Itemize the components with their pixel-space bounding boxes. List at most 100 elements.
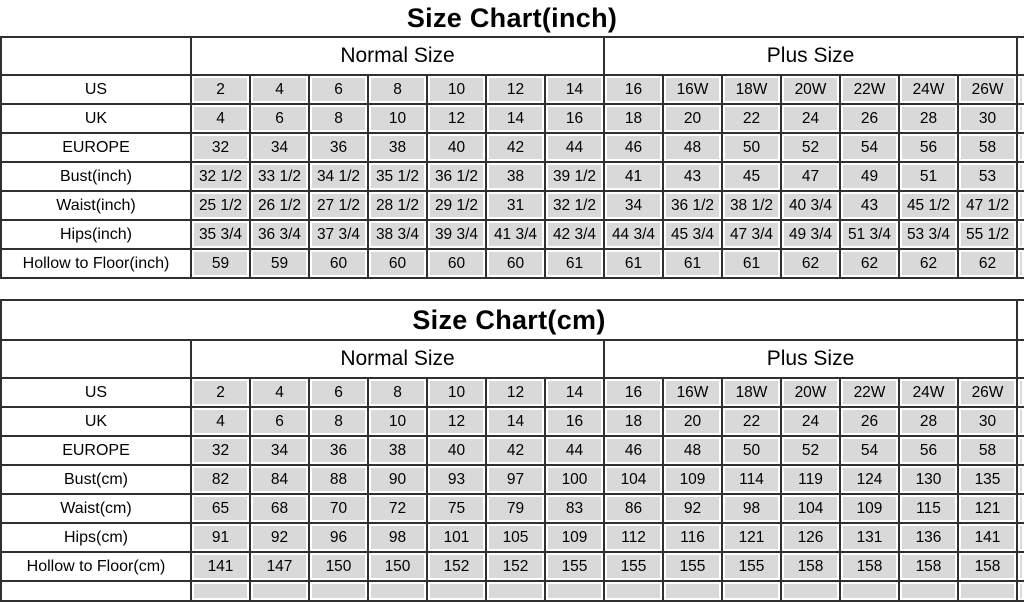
size-value-cell: 26W xyxy=(956,377,1019,408)
size-value-cell: 16 xyxy=(603,377,664,408)
size-value-cell: 47 1/2 xyxy=(956,190,1019,221)
size-value-cell: 8 xyxy=(367,377,428,408)
size-value-cell: 40 xyxy=(426,435,487,466)
group-header-row: Normal Size Plus Size xyxy=(0,339,1024,379)
size-value-cell: 60 xyxy=(367,248,428,279)
size-value-cell: 62 xyxy=(898,248,959,279)
size-value-cell xyxy=(839,580,900,602)
row-label-cell: Bust(cm) xyxy=(0,464,192,495)
size-value-cell: 4 xyxy=(249,74,310,105)
size-value-cell: 83 xyxy=(544,493,605,524)
size-value-cell: 28 xyxy=(898,406,959,437)
size-value-cell: 36 xyxy=(308,435,369,466)
size-value-cell: 79 xyxy=(485,493,546,524)
row-label-cell: EUROPE xyxy=(0,435,192,466)
row-label-cell: Hollow to Floor(inch) xyxy=(0,248,192,279)
size-value-cell: 34 xyxy=(603,190,664,221)
size-value-cell: 41 3/4 xyxy=(485,219,546,250)
size-value-cell: 52 xyxy=(780,132,841,163)
size-value-cell: 24 xyxy=(780,406,841,437)
size-value-cell: 26 xyxy=(839,406,900,437)
size-value-cell: 135 xyxy=(956,464,1019,495)
size-value-cell: 37 3/4 xyxy=(308,219,369,250)
size-value-cell: 4 xyxy=(249,377,310,408)
size-value-cell: 22W xyxy=(839,74,900,105)
inch-size-table: Normal Size Plus Size US 2 4 6 8 10 12 14 16 16W 18W… xyxy=(0,36,1024,279)
size-value-cell: 2 xyxy=(190,74,251,105)
table-row: EUROPE 32 34 36 38 40 42 44 46 48 50 52 54 56 58 xyxy=(0,435,1024,466)
size-value-cell: 41 xyxy=(603,161,664,192)
size-value-cell: 14 xyxy=(544,74,605,105)
size-value-cell: 30 xyxy=(956,406,1019,437)
size-value-cell: 10 xyxy=(367,406,428,437)
size-value-cell: 124 xyxy=(839,464,900,495)
size-value-cell: 58 xyxy=(956,435,1019,466)
cutoff-column-cell xyxy=(1016,132,1024,163)
size-value-cell: 155 xyxy=(603,551,664,582)
size-value-cell: 109 xyxy=(544,522,605,553)
size-value-cell: 38 xyxy=(367,132,428,163)
size-value-cell: 4 xyxy=(190,103,251,134)
corner-cell xyxy=(0,36,192,76)
table-row: Hollow to Floor(cm) 141 147 150 150 152 152 155… xyxy=(0,551,1024,582)
size-value-cell: 84 xyxy=(249,464,310,495)
size-value-cell: 45 1/2 xyxy=(898,190,959,221)
size-value-cell xyxy=(485,580,546,602)
size-value-cell: 40 3/4 xyxy=(780,190,841,221)
size-value-cell: 40 xyxy=(426,132,487,163)
size-value-cell: 22 xyxy=(721,103,782,134)
size-value-cell: 12 xyxy=(426,406,487,437)
size-value-cell: 12 xyxy=(485,74,546,105)
size-value-cell: 56 xyxy=(898,132,959,163)
size-value-cell: 91 xyxy=(190,522,251,553)
size-value-cell xyxy=(603,580,664,602)
size-value-cell: 24 xyxy=(780,103,841,134)
column-group-header: Plus Size xyxy=(602,339,1019,379)
size-value-cell: 45 3/4 xyxy=(662,219,723,250)
size-value-cell: 16 xyxy=(544,406,605,437)
size-value-cell: 61 xyxy=(544,248,605,279)
size-value-cell: 60 xyxy=(426,248,487,279)
size-value-cell: 53 3/4 xyxy=(898,219,959,250)
size-value-cell: 155 xyxy=(544,551,605,582)
table-row: Waist(cm) 65 68 70 72 75 79 83 86 92 98 104 109 115 12… xyxy=(0,493,1024,524)
size-value-cell: 141 xyxy=(190,551,251,582)
size-value-cell: 96 xyxy=(308,522,369,553)
size-value-cell: 59 xyxy=(249,248,310,279)
size-value-cell: 158 xyxy=(898,551,959,582)
size-value-cell: 61 xyxy=(721,248,782,279)
cutoff-column-cell xyxy=(1016,493,1024,524)
size-value-cell: 49 3/4 xyxy=(780,219,841,250)
size-value-cell: 29 1/2 xyxy=(426,190,487,221)
size-value-cell: 58 xyxy=(956,132,1019,163)
size-value-cell: 6 xyxy=(249,406,310,437)
size-value-cell: 26 xyxy=(839,103,900,134)
size-value-cell: 16 xyxy=(603,74,664,105)
size-value-cell: 20 xyxy=(662,103,723,134)
size-value-cell: 31 xyxy=(485,190,546,221)
size-value-cell: 126 xyxy=(780,522,841,553)
size-value-cell: 36 xyxy=(308,132,369,163)
size-value-cell: 131 xyxy=(839,522,900,553)
row-label-cell: UK xyxy=(0,103,192,134)
size-value-cell: 100 xyxy=(544,464,605,495)
size-value-cell: 42 xyxy=(485,132,546,163)
size-value-cell: 36 1/2 xyxy=(662,190,723,221)
size-value-cell: 38 3/4 xyxy=(367,219,428,250)
cm-size-table: Size Chart(cm) Normal Size Plus Size US 2 4 6 8… xyxy=(0,299,1024,602)
size-value-cell: 39 3/4 xyxy=(426,219,487,250)
size-value-cell xyxy=(662,580,723,602)
cm-chart-title: Size Chart(cm) xyxy=(0,299,1019,341)
table-row: EUROPE 32 34 36 38 40 42 44 46 48 50 52 54 56 58 xyxy=(0,132,1024,163)
size-value-cell: 35 1/2 xyxy=(367,161,428,192)
size-value-cell: 93 xyxy=(426,464,487,495)
size-value-cell: 8 xyxy=(308,406,369,437)
size-value-cell: 32 xyxy=(190,132,251,163)
cutoff-column-cell xyxy=(1016,522,1024,553)
table-row: UK 4 6 8 10 12 14 16 18 20 22 24 26 28 30 xyxy=(0,406,1024,437)
size-value-cell: 88 xyxy=(308,464,369,495)
size-value-cell xyxy=(249,580,310,602)
size-value-cell: 22W xyxy=(839,377,900,408)
row-label-cell: Hips(inch) xyxy=(0,219,192,250)
size-value-cell: 92 xyxy=(662,493,723,524)
